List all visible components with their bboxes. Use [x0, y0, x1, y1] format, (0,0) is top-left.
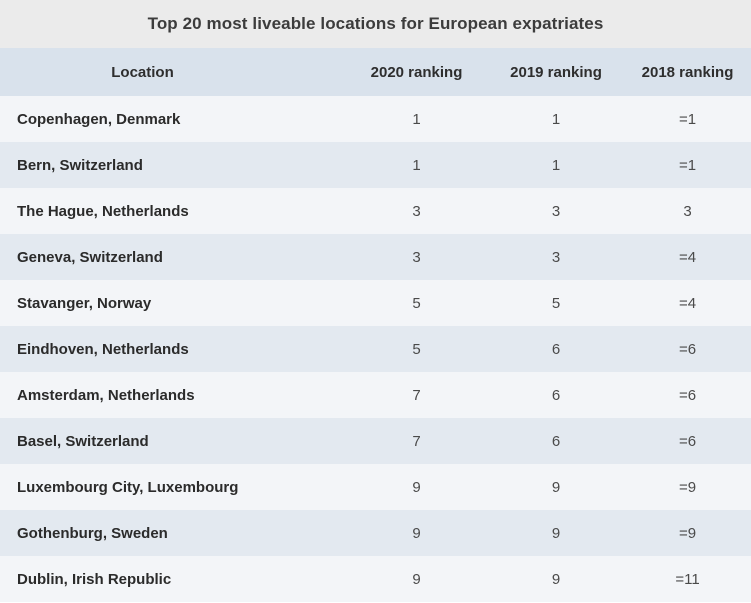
ranking-2020-cell: 9: [412, 570, 421, 588]
table-row: Geneva, Switzerland 3 3 =4: [0, 234, 751, 280]
ranking-2019-cell: 1: [551, 110, 561, 128]
ranking-2019-cell: 6: [551, 386, 561, 404]
ranking-2018-cell: =11: [675, 570, 700, 588]
ranking-2018-cell: 3: [683, 202, 692, 220]
ranking-2018-cell: =6: [678, 340, 697, 358]
ranking-2020-cell: 7: [412, 386, 421, 404]
table-body: Copenhagen, Denmark 1 1 =1 Bern, Switzer…: [0, 96, 751, 602]
column-header-location: Location: [111, 63, 174, 81]
location-cell: The Hague, Netherlands: [17, 202, 189, 220]
table-row: Gothenburg, Sweden 9 9 =9: [0, 510, 751, 556]
ranking-2020-cell: 5: [412, 340, 421, 358]
ranking-2019-cell: 9: [551, 524, 561, 542]
ranking-2020-cell: 5: [412, 294, 421, 312]
ranking-2019-cell: 9: [551, 478, 561, 496]
location-cell: Luxembourg City, Luxembourg: [17, 478, 239, 496]
ranking-2020-cell: 7: [412, 432, 421, 450]
table-title: Top 20 most liveable locations for Europ…: [0, 0, 751, 48]
table-row: Bern, Switzerland 1 1 =1: [0, 142, 751, 188]
location-cell: Geneva, Switzerland: [17, 248, 163, 266]
ranking-2019-cell: 1: [551, 156, 561, 174]
location-cell: Bern, Switzerland: [17, 156, 143, 174]
table-row: Basel, Switzerland 7 6 =6: [0, 418, 751, 464]
ranking-2019-cell: 9: [551, 570, 561, 588]
ranking-2020-cell: 3: [412, 202, 421, 220]
ranking-2018-cell: =6: [678, 386, 697, 404]
table-row: Eindhoven, Netherlands 5 6 =6: [0, 326, 751, 372]
ranking-2018-cell: =4: [678, 248, 697, 266]
ranking-2019-cell: 3: [551, 202, 561, 220]
ranking-2020-cell: 1: [412, 110, 421, 128]
table-row: Stavanger, Norway 5 5 =4: [0, 280, 751, 326]
location-cell: Amsterdam, Netherlands: [17, 386, 195, 404]
location-cell: Stavanger, Norway: [17, 294, 152, 312]
ranking-2019-cell: 5: [551, 294, 561, 312]
location-cell: Eindhoven, Netherlands: [17, 340, 189, 358]
table-row: Copenhagen, Denmark 1 1 =1: [0, 96, 751, 142]
location-cell: Gothenburg, Sweden: [17, 524, 168, 542]
location-cell: Basel, Switzerland: [17, 432, 149, 450]
ranking-2018-cell: =9: [678, 478, 697, 496]
column-header-2020: 2020 ranking: [370, 63, 463, 81]
ranking-2020-cell: 9: [412, 524, 421, 542]
table-row: Amsterdam, Netherlands 7 6 =6: [0, 372, 751, 418]
ranking-2020-cell: 9: [412, 478, 421, 496]
table-header-row: Location 2020 ranking 2019 ranking 2018 …: [0, 48, 751, 96]
table-row: Luxembourg City, Luxembourg 9 9 =9: [0, 464, 751, 510]
location-cell: Dublin, Irish Republic: [17, 570, 172, 588]
column-header-2019: 2019 ranking: [510, 63, 602, 81]
column-header-2018: 2018 ranking: [641, 63, 734, 81]
location-cell: Copenhagen, Denmark: [17, 110, 181, 128]
ranking-2018-cell: =4: [678, 294, 697, 312]
table-row: Dublin, Irish Republic 9 9 =11: [0, 556, 751, 602]
ranking-2018-cell: =6: [678, 432, 697, 450]
ranking-2020-cell: 1: [412, 156, 421, 174]
ranking-2018-cell: =9: [678, 524, 697, 542]
ranking-2018-cell: =1: [678, 110, 697, 128]
ranking-2019-cell: 6: [551, 340, 561, 358]
ranking-2020-cell: 3: [412, 248, 421, 266]
ranking-2019-cell: 3: [551, 248, 561, 266]
rankings-table: Location 2020 ranking 2019 ranking 2018 …: [0, 48, 751, 602]
ranking-2019-cell: 6: [551, 432, 561, 450]
table-row: The Hague, Netherlands 3 3 3: [0, 188, 751, 234]
ranking-2018-cell: =1: [678, 156, 697, 174]
